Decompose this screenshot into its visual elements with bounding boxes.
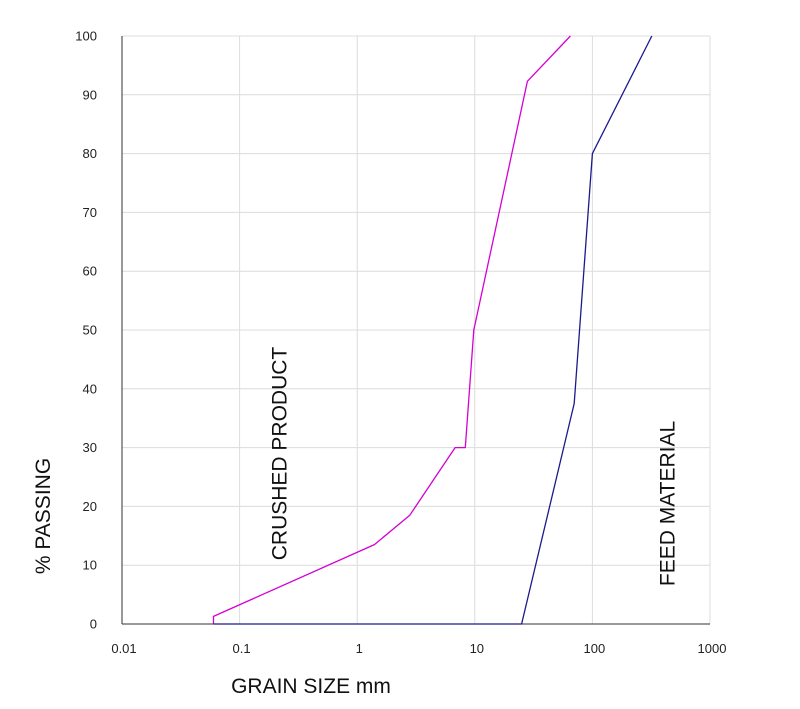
y-tick-label: 40 bbox=[83, 381, 97, 396]
series-line-2 bbox=[213, 35, 653, 625]
y-tick-label: 80 bbox=[83, 146, 97, 161]
chart-annotation: CRUSHED PRODUCT bbox=[268, 347, 291, 561]
x-tick-label: 10 bbox=[470, 641, 484, 656]
x-tick-label: 0.1 bbox=[233, 641, 251, 656]
x-tick-label: 1000 bbox=[698, 641, 727, 656]
y-axis-title: % PASSING bbox=[32, 458, 55, 574]
series-layer bbox=[212, 35, 653, 625]
x-tick-label: 1 bbox=[356, 641, 363, 656]
y-tick-label: 60 bbox=[83, 264, 97, 279]
y-tick-label: 20 bbox=[83, 499, 97, 514]
x-tick-label: 100 bbox=[584, 641, 606, 656]
grid-layer bbox=[121, 35, 711, 625]
y-tick-label: 0 bbox=[90, 617, 97, 632]
series-line-1 bbox=[212, 35, 571, 624]
y-tick-label: 50 bbox=[83, 323, 97, 338]
y-tick-label: 100 bbox=[75, 29, 97, 44]
axis-layer: 0 10 20 30 40 50 60 70 80 90 100 0.01 0.1 1 10 100 1000 bbox=[75, 29, 726, 657]
x-tick-label: 0.01 bbox=[111, 641, 136, 656]
y-tick-label: 30 bbox=[83, 440, 97, 455]
chart-annotation: FEED MATERIAL bbox=[657, 421, 680, 586]
y-tick-label: 70 bbox=[83, 205, 97, 220]
x-axis-title: GRAIN SIZE mm bbox=[231, 675, 391, 698]
y-tick-label: 90 bbox=[83, 87, 97, 102]
annotation-layer: CRUSHED PRODUCT FEED MATERIAL bbox=[268, 347, 679, 587]
y-tick-label: 10 bbox=[83, 558, 97, 573]
